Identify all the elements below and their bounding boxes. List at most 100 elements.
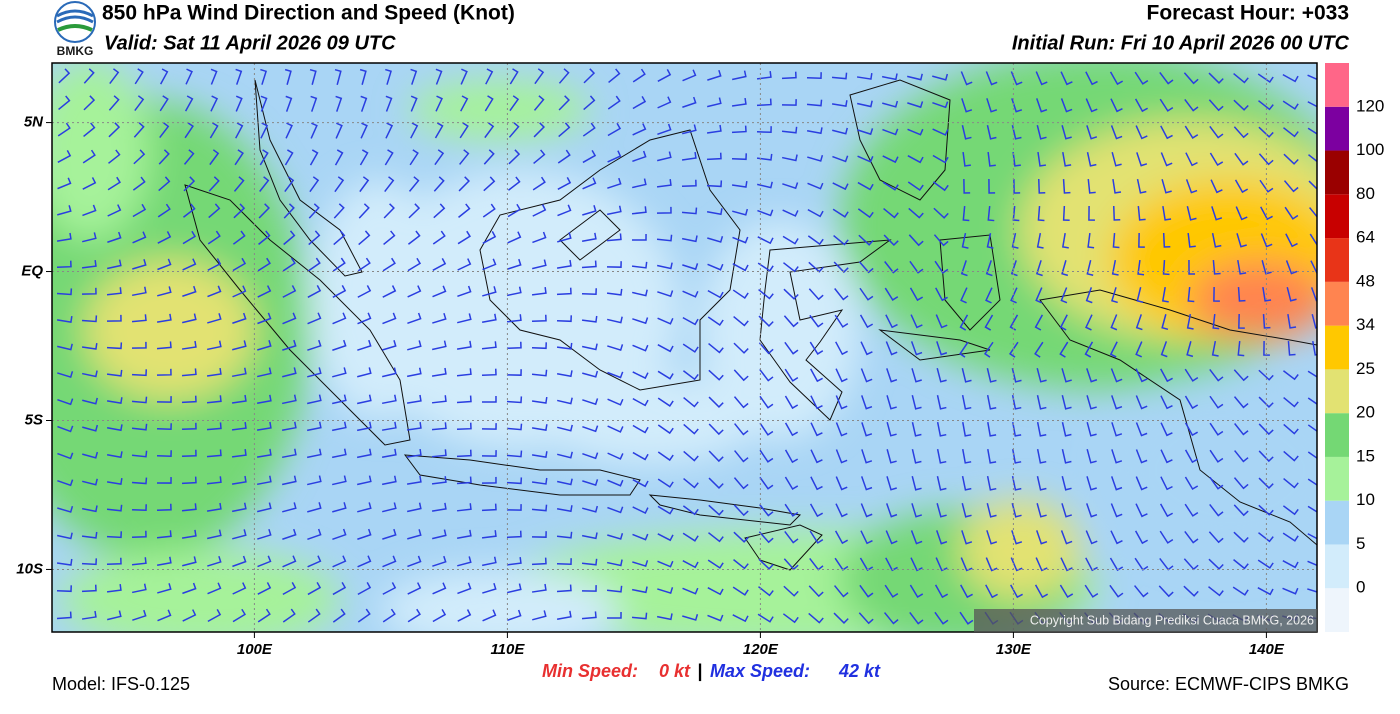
wind-barb bbox=[332, 475, 347, 486]
wind-barb bbox=[1209, 476, 1224, 490]
wind-barb bbox=[657, 151, 672, 162]
wind-barb bbox=[260, 68, 268, 85]
wind-barb bbox=[682, 316, 699, 326]
wind-barb bbox=[784, 422, 799, 437]
wind-barb bbox=[1011, 503, 1022, 518]
wind-barb bbox=[988, 178, 996, 194]
wind-barb bbox=[285, 122, 293, 139]
wind-barb bbox=[482, 258, 497, 271]
wind-barb bbox=[181, 368, 197, 377]
wind-barb bbox=[784, 476, 799, 491]
wind-barb bbox=[1084, 341, 1094, 358]
wind-barb bbox=[1184, 368, 1199, 382]
wind-barb bbox=[732, 263, 749, 272]
wind-barb bbox=[1009, 341, 1019, 358]
wind-barb bbox=[108, 122, 121, 138]
wind-barb bbox=[556, 610, 572, 620]
wind-barb bbox=[731, 153, 747, 161]
wind-barb bbox=[607, 177, 622, 189]
wind-barb bbox=[408, 203, 421, 219]
wind-barb bbox=[359, 149, 369, 166]
wind-barb bbox=[807, 182, 824, 190]
wind-barb bbox=[986, 503, 997, 518]
wind-barb bbox=[962, 205, 970, 222]
wind-barb bbox=[456, 340, 472, 350]
wind-barb bbox=[258, 230, 271, 245]
wind-barb bbox=[832, 208, 849, 218]
colorbar-segment bbox=[1325, 369, 1349, 414]
wind-barb bbox=[1135, 449, 1148, 464]
max-speed-label: Max Speed: bbox=[710, 661, 810, 681]
wind-barb bbox=[1161, 314, 1169, 331]
wind-barb bbox=[707, 289, 724, 299]
separator: | bbox=[697, 661, 702, 681]
wind-barb bbox=[232, 312, 247, 324]
wind-barb bbox=[1283, 396, 1299, 408]
wind-barb bbox=[1035, 557, 1048, 572]
wind-barb bbox=[885, 341, 898, 356]
wind-barb bbox=[234, 149, 244, 166]
wind-barb bbox=[861, 422, 873, 437]
wind-barb bbox=[259, 149, 269, 166]
wind-barb bbox=[962, 448, 972, 464]
wind-barb bbox=[782, 209, 799, 217]
wind-barb bbox=[756, 126, 772, 133]
wind-barb bbox=[861, 449, 873, 464]
wind-barb bbox=[936, 503, 947, 518]
wind-barb bbox=[607, 533, 624, 540]
wind-barb bbox=[731, 181, 748, 188]
x-tick-label: 130E bbox=[996, 641, 1032, 658]
wind-barb bbox=[1136, 178, 1147, 194]
wind-barb bbox=[457, 313, 472, 324]
logo-text: BMKG bbox=[57, 44, 94, 58]
wind-barb bbox=[131, 504, 147, 512]
wind-barb bbox=[1187, 232, 1196, 248]
wind-barb bbox=[758, 315, 774, 327]
wind-barb bbox=[131, 477, 148, 485]
wind-barb bbox=[682, 505, 699, 516]
wind-barb bbox=[1109, 584, 1124, 598]
wind-barb bbox=[858, 261, 874, 274]
wind-barb bbox=[307, 528, 322, 541]
wind-barb bbox=[231, 475, 247, 485]
wind-barb bbox=[558, 122, 571, 138]
wind-barb bbox=[181, 395, 197, 404]
wind-barb bbox=[1086, 422, 1097, 437]
wind-barb bbox=[782, 182, 799, 190]
wind-barb bbox=[708, 532, 724, 543]
wind-barb bbox=[1110, 125, 1123, 140]
wind-barb bbox=[533, 95, 545, 111]
wind-barb bbox=[758, 586, 774, 597]
wind-barb bbox=[682, 532, 699, 542]
wind-barb bbox=[806, 99, 823, 107]
wind-barb bbox=[1162, 205, 1172, 221]
colorbar-label: 34 bbox=[1356, 315, 1375, 334]
wind-barb bbox=[1061, 449, 1072, 464]
wind-barb bbox=[1307, 101, 1317, 108]
wind-barb bbox=[332, 502, 347, 513]
wind-barb bbox=[182, 258, 197, 271]
wind-barb bbox=[607, 316, 623, 324]
initial-run: Initial Run: Fri 10 April 2026 00 UTC bbox=[1012, 32, 1350, 54]
wind-barb bbox=[307, 339, 322, 351]
wind-barb bbox=[406, 502, 422, 513]
wind-barb bbox=[557, 397, 573, 405]
wind-barb bbox=[257, 528, 272, 540]
wind-barb bbox=[1037, 178, 1046, 194]
wind-barb bbox=[1160, 125, 1173, 140]
wind-barb bbox=[1307, 505, 1317, 513]
grid bbox=[52, 63, 1317, 632]
wind-barb bbox=[557, 478, 573, 486]
wind-barb bbox=[556, 370, 573, 378]
wind-barb bbox=[357, 502, 372, 513]
wind-barb bbox=[1186, 206, 1197, 221]
wind-barb bbox=[460, 68, 468, 85]
wind-barb bbox=[332, 257, 346, 272]
wind-barb bbox=[1186, 313, 1194, 330]
wind-barb bbox=[81, 260, 97, 269]
wind-barb bbox=[483, 149, 495, 165]
max-speed-value: 42 kt bbox=[838, 661, 881, 681]
wind-barb bbox=[81, 342, 98, 350]
wind-barb bbox=[783, 262, 799, 273]
wind-barb bbox=[681, 207, 698, 215]
